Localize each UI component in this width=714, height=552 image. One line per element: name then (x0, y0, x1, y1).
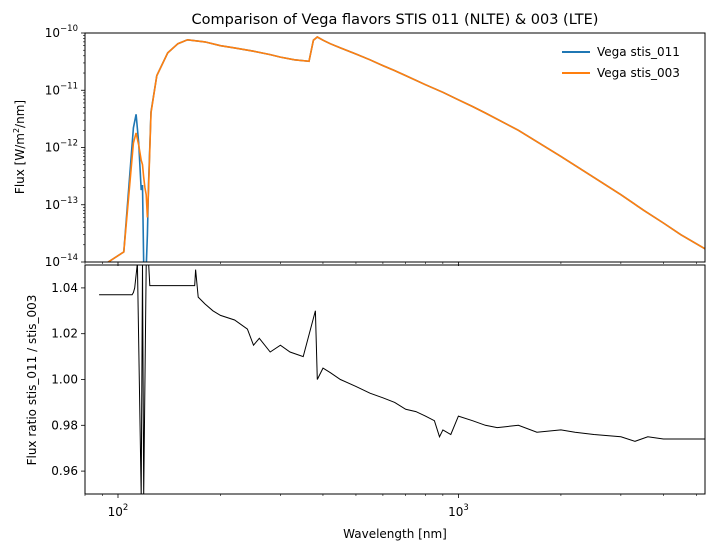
flux-plot: 10−14 10−13 10−12 10−11 10−10 (45, 24, 706, 269)
ylabel-post: /nm] (13, 100, 27, 128)
top-y-axis-title: Flux [W/m2/nm] (12, 100, 27, 194)
y-tick-label: 0.98 (51, 418, 78, 432)
y-tick-label: 1.00 (51, 373, 78, 387)
ratio-plot: 0.96 0.98 1.00 1.02 1.04 102 103 (51, 264, 706, 519)
y-tick-label: 1.02 (51, 327, 78, 341)
legend: Vega stis_011 Vega stis_003 (562, 45, 680, 80)
series-line-vega-stis_003 (106, 36, 705, 262)
y-tick-label: 0.96 (51, 464, 78, 478)
x-tick-label: 103 (448, 503, 469, 519)
series-line-ratio (99, 265, 705, 494)
y-tick-label: 10−11 (45, 81, 78, 97)
y-tick-label: 1.04 (51, 281, 78, 295)
x-axis-title: Wavelength [nm] (343, 527, 447, 541)
y-tick-label: 10−13 (45, 196, 78, 212)
bottom-y-axis-title: Flux ratio stis_011 / stis_003 (25, 295, 39, 466)
y-tick-label: 10−14 (45, 253, 78, 269)
bottom-plot-frame (84, 264, 706, 495)
chart-title: Comparison of Vega flavors STIS 011 (NLT… (192, 12, 599, 28)
ylabel-pre: Flux [W/m (13, 133, 27, 194)
x-tick-label: 102 (108, 503, 129, 519)
y-tick-label: 10−10 (45, 24, 78, 40)
legend-label-stis-011: Vega stis_011 (597, 45, 680, 59)
ylabel-sup: 2 (12, 128, 21, 133)
legend-label-stis-003: Vega stis_003 (597, 66, 680, 80)
y-tick-label: 10−12 (45, 139, 78, 155)
